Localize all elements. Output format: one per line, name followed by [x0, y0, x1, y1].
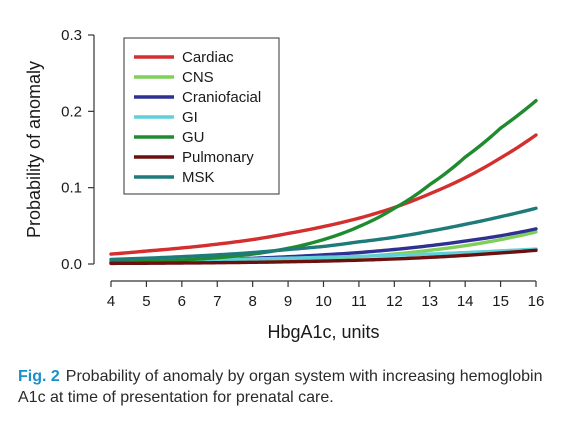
x-tick-label: 10 — [315, 293, 332, 310]
y-tick-label: 0.2 — [61, 103, 82, 120]
caption-label: Fig. 2 — [18, 368, 60, 385]
x-tick-label: 7 — [213, 293, 221, 310]
series-line-gu — [109, 98, 538, 265]
line-chart: 0.0 0.1 0.2 0.3 4 5 6 7 8 9 10 11 12 13 14 15 16 Probab… — [24, 27, 545, 342]
x-axis-ticks: 4 5 6 7 8 9 10 11 12 13 14 15 16 — [107, 281, 545, 310]
x-tick-label: 14 — [457, 293, 474, 310]
figure-caption: Fig. 2 Probability of anomaly by organ sy… — [18, 366, 568, 408]
x-axis-title: HbgA1c, units — [267, 322, 379, 342]
legend: Cardiac CNS Craniofacial GI GU Pulmonary MSK — [123, 37, 280, 195]
legend-label: Craniofacial — [182, 89, 261, 106]
x-tick-label: 13 — [421, 293, 438, 310]
legend-label: GU — [182, 129, 205, 146]
series-line-cardiac — [109, 133, 538, 256]
y-axis-title: Probability of anomaly — [24, 61, 44, 238]
series-line-msk — [109, 206, 538, 262]
plot-lines — [109, 98, 538, 266]
legend-label: GI — [182, 109, 198, 126]
x-tick-label: 9 — [284, 293, 292, 310]
y-axis-ticks: 0.0 0.1 0.2 0.3 — [61, 27, 94, 273]
x-tick-label: 8 — [248, 293, 256, 310]
x-tick-label: 4 — [107, 293, 115, 310]
caption-text: Probability of anomaly by organ system w… — [18, 368, 543, 406]
legend-label: CNS — [182, 69, 214, 86]
legend-label: Cardiac — [182, 49, 234, 66]
legend-label: MSK — [182, 169, 215, 186]
y-tick-label: 0.0 — [61, 256, 82, 273]
x-tick-label: 6 — [178, 293, 186, 310]
y-tick-label: 0.3 — [61, 27, 82, 44]
x-tick-label: 16 — [528, 293, 545, 310]
legend-label: Pulmonary — [182, 149, 254, 166]
y-tick-label: 0.1 — [61, 180, 82, 197]
x-tick-label: 15 — [492, 293, 509, 310]
series-line-pulmonary — [109, 248, 538, 266]
x-tick-label: 11 — [351, 293, 367, 310]
x-tick-label: 5 — [142, 293, 150, 310]
x-tick-label: 12 — [386, 293, 403, 310]
